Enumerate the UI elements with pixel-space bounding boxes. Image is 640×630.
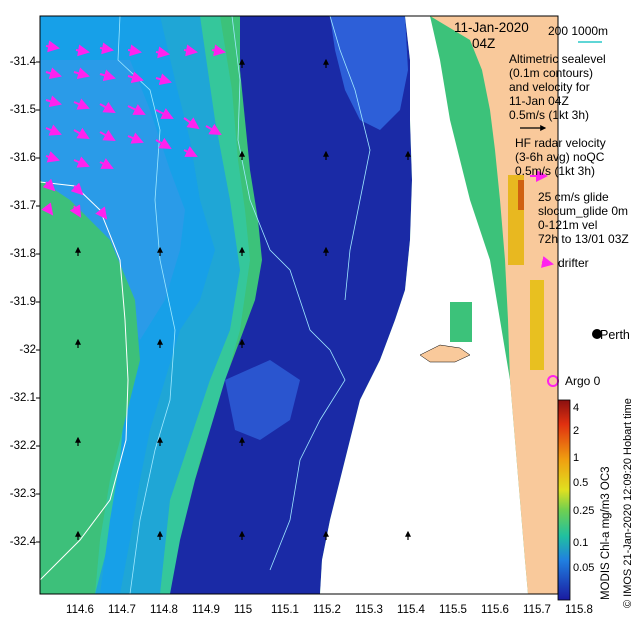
lat-label: -32.4	[9, 536, 36, 548]
hf-strip-3	[518, 180, 524, 210]
coast-white	[320, 16, 528, 594]
lon-label: 115	[233, 604, 253, 616]
lon-label: 114.8	[150, 604, 178, 616]
sealevel-note: (0.1m contours)	[509, 66, 594, 80]
mid-blue-patch	[330, 16, 408, 130]
lon-label: 115.6	[481, 604, 509, 616]
hf-radar-note: HF radar velocity	[515, 136, 606, 150]
depth-legend-label: 200 1000m	[548, 24, 609, 38]
mid-blue-patch-2	[225, 360, 300, 440]
contour-b	[329, 15, 371, 301]
lon-label: 114.6	[66, 604, 94, 616]
time-label: 04Z	[472, 36, 496, 51]
lat-label: -32	[19, 344, 36, 356]
sealevel-note: and velocity for	[509, 80, 590, 94]
colorbar-tick: 2	[573, 425, 580, 437]
lat-label: -31.8	[9, 248, 36, 260]
glider-note: slocum_glide 0m	[538, 204, 629, 218]
plot-border	[39, 15, 559, 595]
colorbar-tick: 0.05	[573, 562, 595, 574]
sealevel-note: 0.5m/s (1kt 3h)	[509, 108, 590, 122]
lon-label: 115.5	[439, 604, 467, 616]
contour-200	[39, 181, 129, 581]
lon-label: 114.9	[192, 604, 220, 616]
lon-label: 115.7	[523, 604, 551, 616]
deep-blue-zone	[170, 16, 412, 594]
colorbar-tick: 1	[573, 452, 580, 464]
colorbar-tick: 0.1	[573, 537, 589, 549]
glider-note: 72h to 13/01 03Z	[538, 232, 629, 246]
lat-label: -31.9	[9, 296, 36, 308]
lat-label: -31.4	[9, 56, 36, 68]
island	[419, 344, 471, 363]
lon-label: 114.7	[108, 604, 136, 616]
sealevel-note: 11-Jan 04Z	[509, 94, 569, 108]
colorbar	[557, 399, 571, 601]
glider-note: 0-121m vel	[538, 218, 598, 232]
lat-label: -31.5	[9, 104, 36, 116]
hf-strip-2	[530, 280, 544, 370]
lat-label: -31.7	[9, 200, 36, 212]
lon-label: 115.3	[355, 604, 383, 616]
lon-label: 115.2	[313, 604, 341, 616]
perth-dot	[592, 329, 602, 339]
blue-core	[40, 60, 185, 340]
colorbar-tick: 4	[573, 402, 580, 414]
lat-label: -32.1	[9, 392, 36, 404]
lon-label: 115.1	[271, 604, 299, 616]
black-arrows	[75, 58, 411, 540]
velocity-arrows	[41, 40, 554, 268]
credit-label: © IMOS 21-Jan-2020 12:09:20 Hobart time	[622, 398, 634, 608]
hf-radar-note: 0.5m/s (1kt 3h)	[515, 164, 596, 178]
land	[430, 16, 558, 594]
green-wedge	[40, 180, 140, 594]
date-label: 11-Jan-2020	[454, 20, 529, 35]
drifter-label: drifter	[558, 256, 589, 270]
lat-label: -31.6	[9, 152, 36, 164]
colorbar-title: MODIS Chl-a mg/m3 OC3	[600, 466, 612, 600]
perth-label: Perth	[600, 328, 630, 342]
lon-label: 115.4	[397, 604, 425, 616]
lat-label: -32.2	[9, 440, 36, 452]
glider-note: 25 cm/s glide	[538, 190, 609, 204]
colorbar-tick: 0.25	[573, 505, 595, 517]
lat-label: -32.3	[9, 488, 36, 500]
argo-label: Argo 0	[565, 374, 601, 388]
sealevel-note: Altimetric sealevel	[509, 52, 606, 66]
hf-radar-note: (3-6h avg) noQC	[515, 150, 605, 164]
axis-ticks	[36, 61, 40, 543]
lon-label: 115.8	[565, 604, 593, 616]
green-patch	[450, 302, 472, 342]
colorbar-tick: 0.5	[573, 477, 589, 489]
